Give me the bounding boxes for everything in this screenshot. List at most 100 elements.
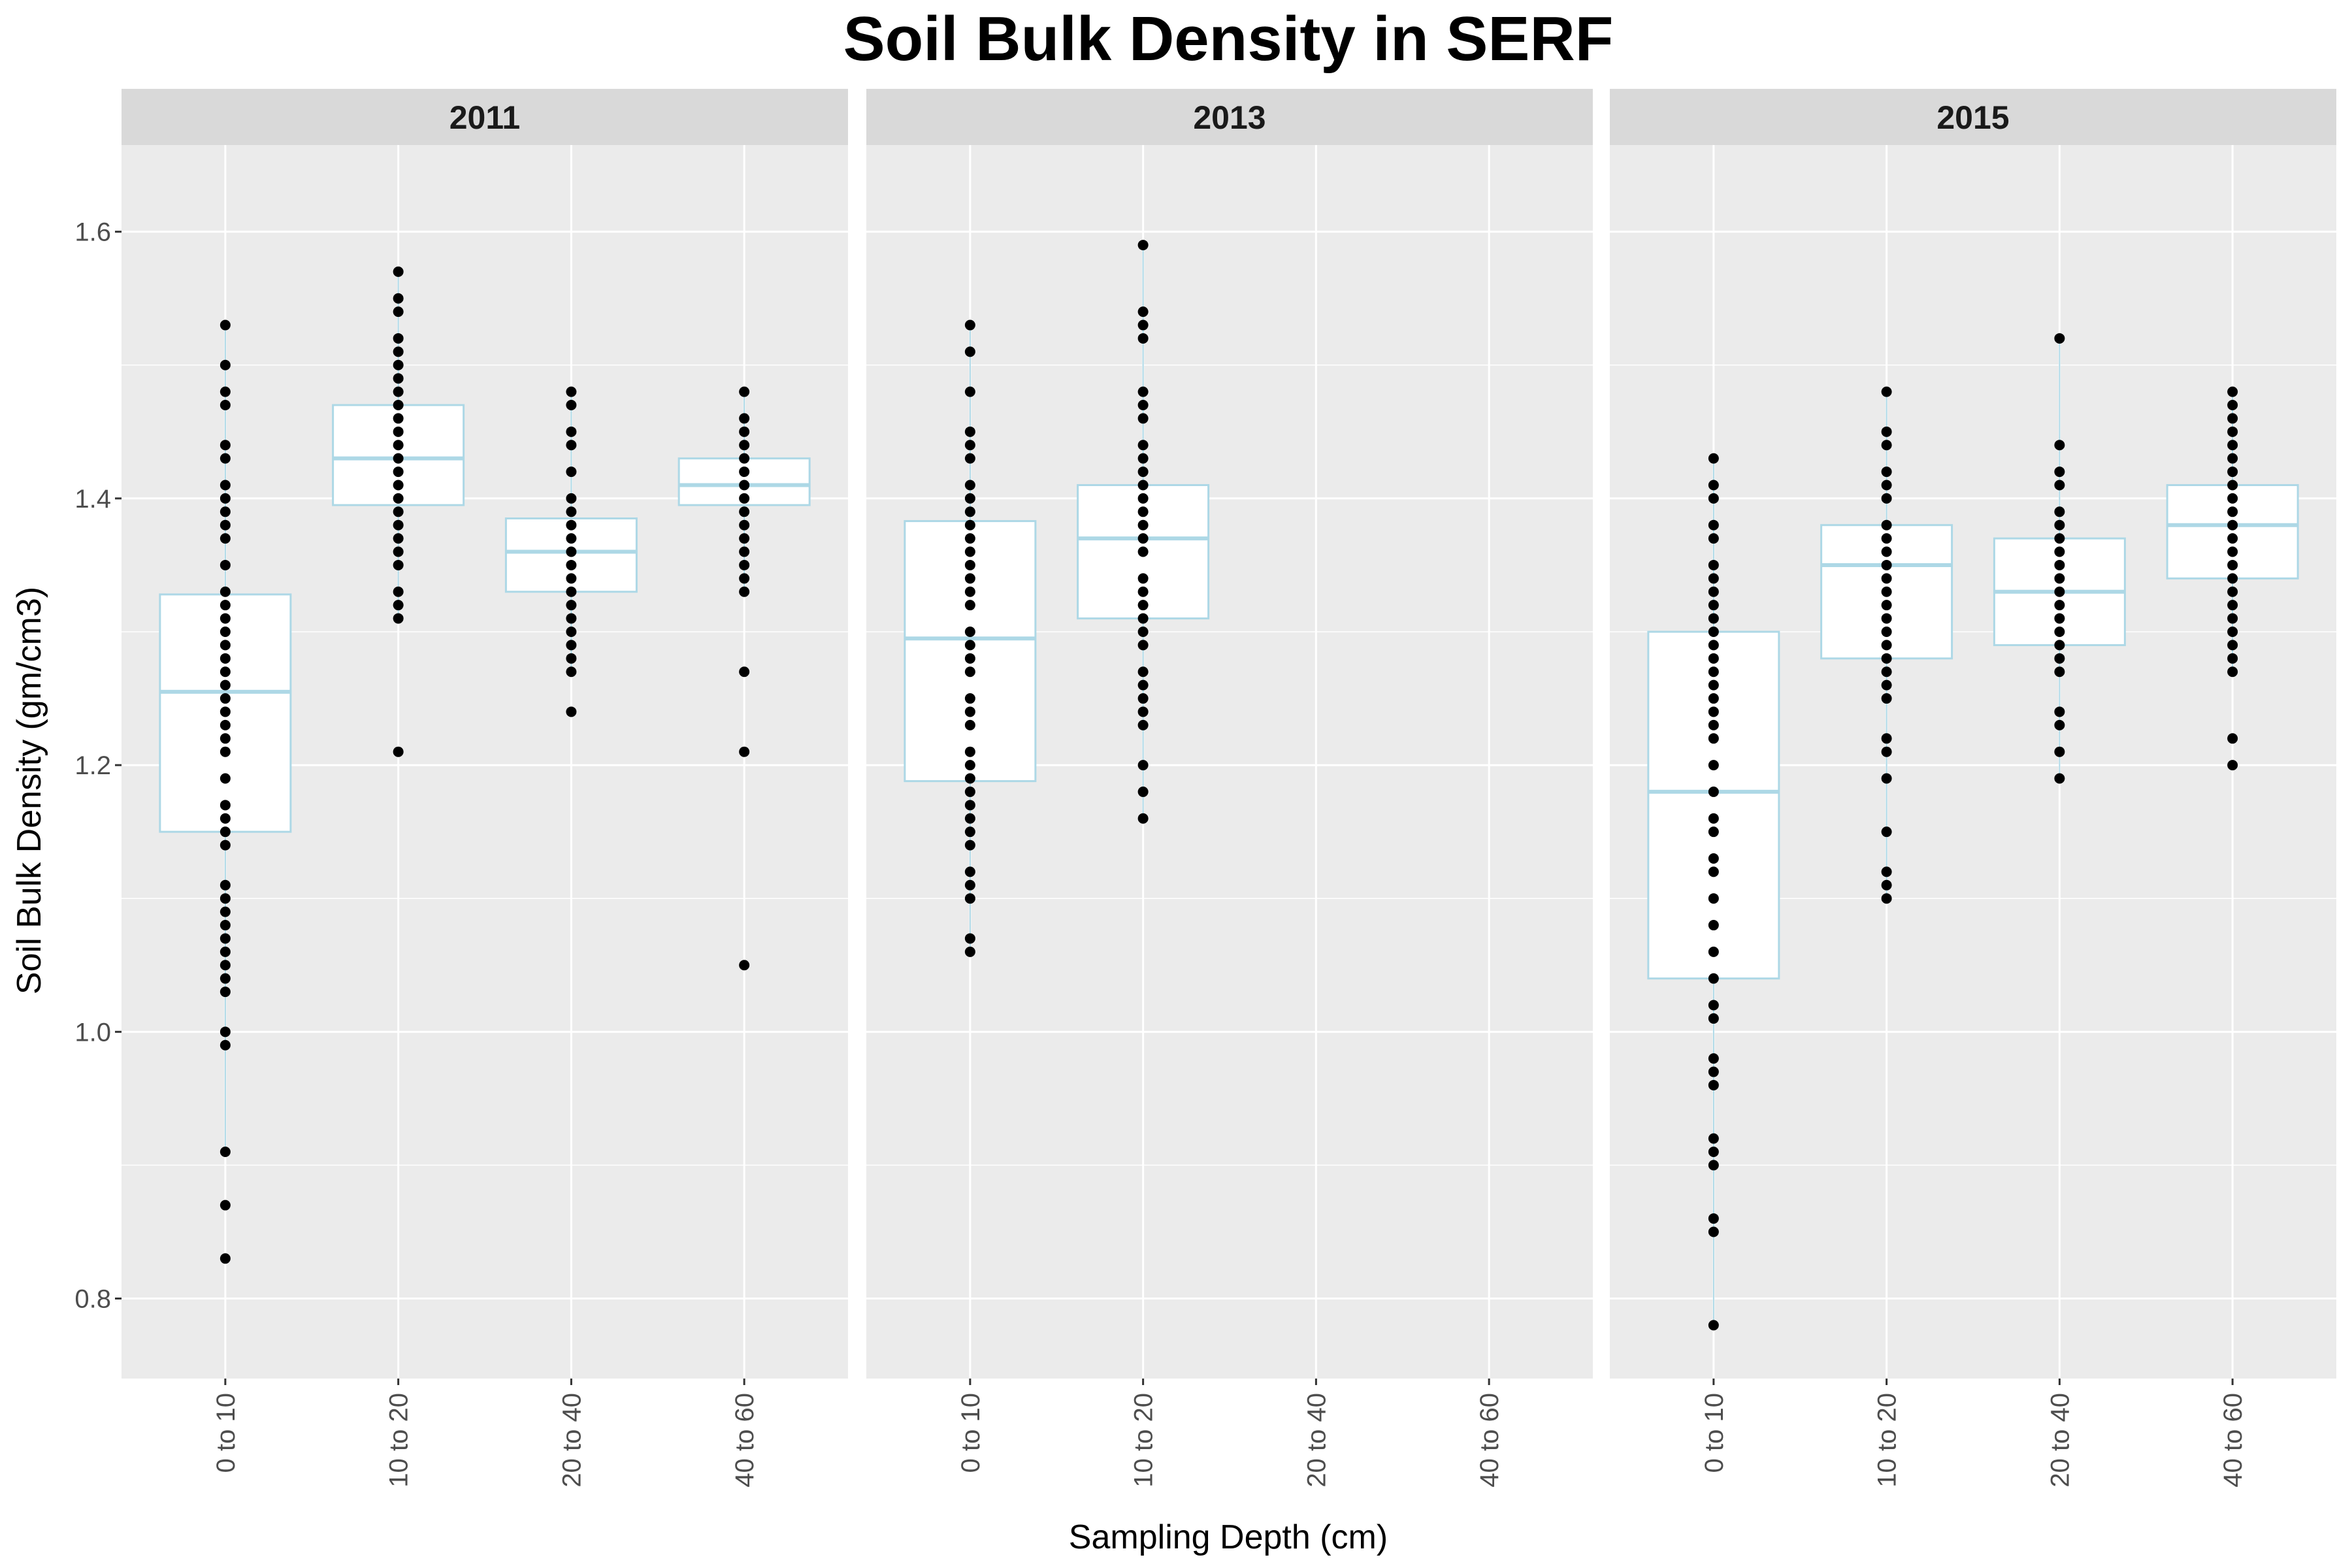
x-tick-label: 10 to 20 (1130, 1393, 1158, 1488)
data-point (393, 333, 404, 344)
data-point (1881, 653, 1892, 664)
data-point (964, 760, 975, 771)
data-point (566, 386, 577, 397)
data-point (220, 679, 231, 691)
data-point (1137, 240, 1149, 251)
data-point (2054, 640, 2065, 651)
data-point (220, 653, 231, 664)
data-point (2054, 466, 2065, 478)
data-point (220, 480, 231, 491)
data-point (2054, 559, 2065, 570)
data-point (1137, 386, 1149, 397)
data-point (964, 653, 975, 664)
facet-strip (1610, 89, 2336, 145)
data-point (1137, 506, 1149, 517)
data-point (220, 666, 231, 678)
data-point (393, 746, 404, 757)
data-point (739, 559, 750, 570)
data-point (566, 426, 577, 437)
data-point (2054, 600, 2065, 611)
data-point (964, 893, 975, 904)
data-point (2054, 546, 2065, 557)
data-point (964, 480, 975, 491)
data-point (964, 706, 975, 717)
data-point (1881, 746, 1892, 757)
data-point (1881, 866, 1892, 877)
data-point (220, 826, 231, 838)
data-point (964, 879, 975, 890)
data-point (220, 586, 231, 597)
data-point (1881, 693, 1892, 704)
data-point (220, 706, 231, 717)
x-tick-label: 40 to 60 (2219, 1393, 2247, 1488)
data-point (739, 546, 750, 557)
data-point (964, 866, 975, 877)
data-point (1708, 1226, 1719, 1237)
data-point (1137, 640, 1149, 651)
data-point (1708, 613, 1719, 624)
data-point (2227, 640, 2238, 651)
x-tick-label: 40 to 60 (730, 1393, 759, 1488)
data-point (566, 493, 577, 504)
data-point (220, 773, 231, 784)
data-point (2227, 666, 2238, 678)
data-point (566, 559, 577, 570)
box-2015-10-to-20 (1820, 386, 1953, 904)
data-point (1708, 733, 1719, 744)
data-point (739, 413, 750, 424)
data-point (964, 600, 975, 611)
data-point (1881, 733, 1892, 744)
data-point (2227, 519, 2238, 531)
data-point (393, 373, 404, 384)
data-point (964, 493, 975, 504)
data-point (739, 573, 750, 584)
data-point (220, 1026, 231, 1037)
data-point (1708, 679, 1719, 691)
data-point (566, 466, 577, 478)
data-point (739, 506, 750, 517)
data-point (2227, 506, 2238, 517)
data-point (220, 920, 231, 931)
data-point (2227, 493, 2238, 504)
data-point (739, 426, 750, 437)
data-point (964, 800, 975, 811)
data-point (964, 573, 975, 584)
y-tick-label: 1.6 (74, 218, 111, 247)
data-point (1137, 400, 1149, 411)
data-point (2227, 613, 2238, 624)
data-point (1881, 640, 1892, 651)
data-point (964, 319, 975, 331)
data-point (739, 960, 750, 971)
data-point (2227, 760, 2238, 771)
data-point (2054, 773, 2065, 784)
data-point (739, 519, 750, 531)
data-point (1708, 1053, 1719, 1064)
data-point (1137, 319, 1149, 331)
data-point (566, 653, 577, 664)
data-point (964, 440, 975, 451)
data-point (1137, 706, 1149, 717)
y-tick-label: 1.2 (74, 751, 111, 780)
data-point (1137, 813, 1149, 824)
x-tick-label: 20 to 40 (2046, 1393, 2074, 1488)
data-point (1137, 679, 1149, 691)
data-point (220, 719, 231, 730)
data-point (393, 586, 404, 597)
facet-strip (866, 89, 1593, 145)
data-point (1708, 600, 1719, 611)
data-point (566, 506, 577, 517)
data-point (1708, 946, 1719, 957)
data-point (1708, 1066, 1719, 1077)
data-point (964, 773, 975, 784)
facet-panel-2015: 2015 0 to 10 10 to 20 20 to 40 40 to 60 (1610, 89, 2336, 1488)
data-point (220, 906, 231, 917)
data-point (1137, 440, 1149, 451)
data-point (739, 746, 750, 757)
data-point (964, 519, 975, 531)
data-point (1881, 426, 1892, 437)
data-point (964, 586, 975, 597)
data-point (964, 626, 975, 637)
data-point (1137, 666, 1149, 678)
data-point (220, 613, 231, 624)
